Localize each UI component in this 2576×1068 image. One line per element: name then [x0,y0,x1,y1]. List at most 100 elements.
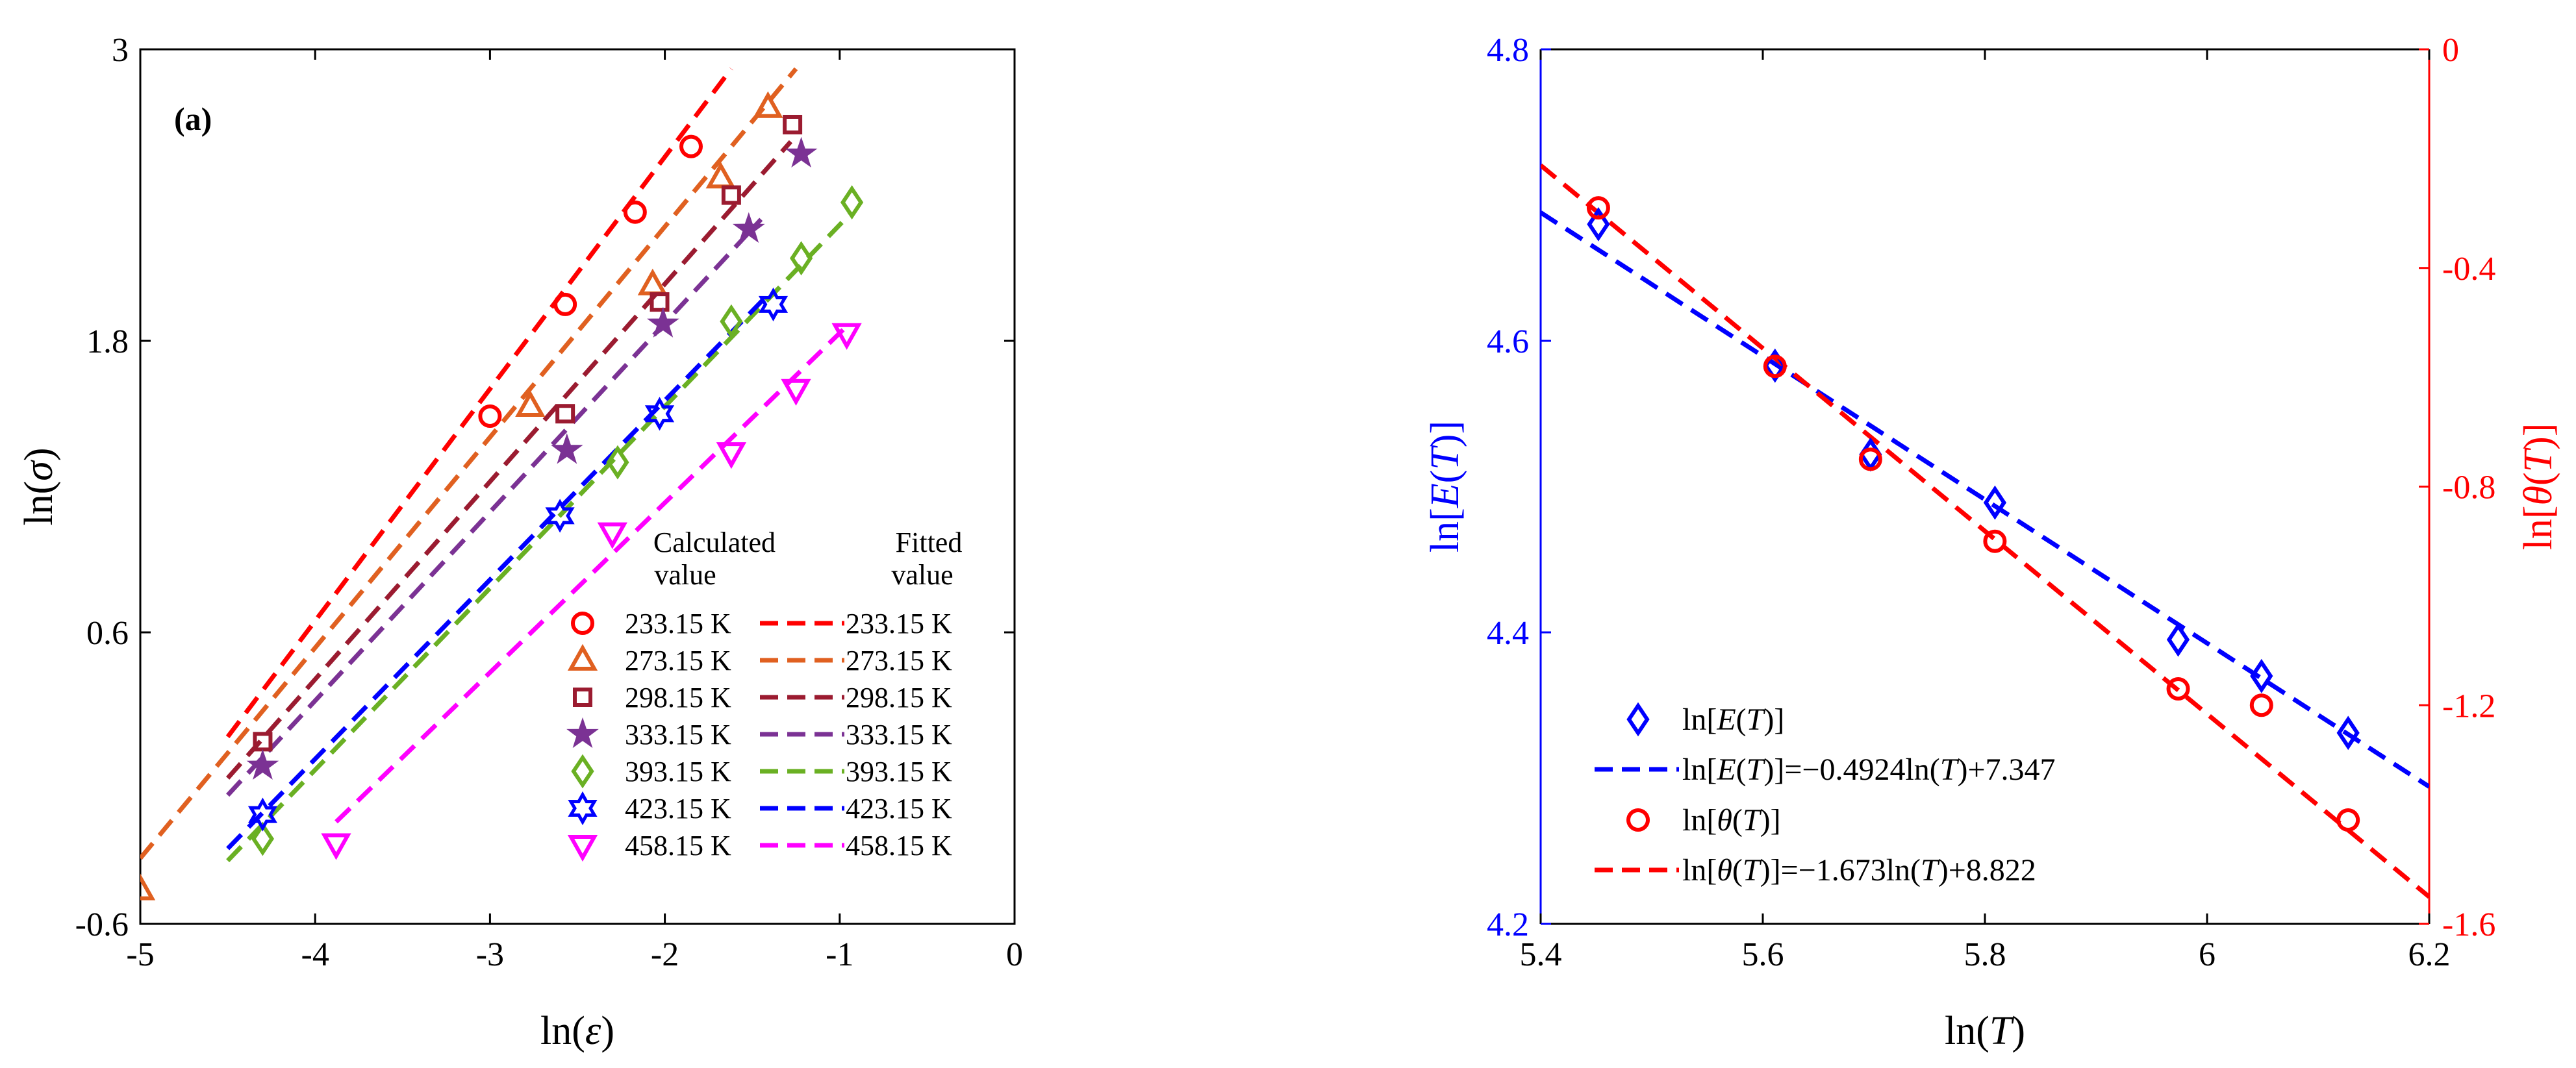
y-tick-label: 0.6 [86,615,129,652]
data-point [721,185,741,205]
x-axis-label: ln(ε) [540,1009,614,1053]
panel-label: (a) [174,101,212,137]
data-point [785,136,818,168]
data-point-E [1983,485,2007,520]
data-point [515,390,546,417]
x-tick-label: 0 [1006,936,1023,973]
legend-label: 333.15 K [625,719,731,751]
data-point [623,200,647,224]
series-group [140,67,864,900]
legend-label: ln[θ(T)] [1682,803,1781,838]
legend-label: 273.15 K [625,645,731,677]
panel-b: 5.4 5.6 5.8 6 6.2 4.2 4.4 4.6 4.8 -1.6 -1.2 -0.8 -0.… [1423,32,2560,1053]
x-axis-label: ln(T) [1945,1009,2025,1053]
legend-label: 333.15 K [846,719,952,751]
legend-marker [573,688,592,707]
x-tick-label: -2 [651,936,679,973]
y-tick-label-right: -1.6 [2442,906,2495,943]
data-point [716,442,747,469]
x-tick-label: 6 [2199,936,2216,973]
legend-label: 298.15 K [846,682,952,714]
data-point [758,287,789,321]
x-tick-label: -1 [826,936,853,973]
y-tick-label: 1.8 [86,323,129,360]
legend-label: 458.15 K [625,830,731,862]
legend-marker [566,717,599,749]
y-axis-label-left: ln[E(T)] [1423,421,1467,553]
legend: ln[E(T)] ln[E(T)]=−0.4924ln(T)+7.347 ln[θ(… [1595,702,2056,888]
data-point [647,306,679,338]
fit-line [225,140,793,780]
y-tick-label-right: -1.2 [2442,688,2495,725]
y-tick-label-right: -0.8 [2442,469,2495,506]
data-point [478,404,502,428]
x-tick-label: -4 [301,936,329,973]
data-point [247,797,278,832]
data-point [732,212,765,243]
data-point [781,379,811,406]
legend-header-fitted: value [891,559,953,591]
legend-label: ln[θ(T)]=−1.673ln(T)+8.822 [1682,853,2036,888]
data-point [753,91,783,118]
data-point-E [2336,715,2360,751]
x-tick-label: 6.2 [2408,936,2451,973]
data-point [650,292,670,312]
legend-header-fitted: Fitted [896,527,963,558]
legend-label: ln[E(T)] [1682,702,1784,737]
fit-line [140,67,798,860]
data-point [705,162,736,189]
legend-label: ln[E(T)]=−0.4924ln(T)+7.347 [1682,752,2056,787]
legend-label: 393.15 K [625,756,731,788]
data-point [551,433,583,464]
data-point [679,134,703,158]
legend-label: 233.15 K [846,608,952,640]
data-point [246,749,279,780]
y-tick-label-left: 4.4 [1487,615,1529,652]
data-point [720,304,743,339]
fit-line-theta [1541,163,2429,899]
panel-a: -5 -4 -3 -2 -1 0 -0.6 0.6 1.8 3 ln(ε) ln(σ) (a) Calcu… [17,32,1023,1053]
legend-label: 458.15 K [846,830,952,862]
legend-marker [571,612,594,635]
y-tick-label-right: 0 [2442,32,2459,69]
data-point-theta [1983,529,2007,553]
series-group [1541,163,2429,899]
legend-marker [1626,702,1650,737]
legend-label: 423.15 K [846,793,952,825]
data-point [321,833,351,860]
data-point [606,445,629,480]
fit-line-E [1541,210,2429,789]
fit-line [226,217,763,797]
y-tick-label: 3 [112,32,129,69]
x-tick-label: 5.8 [1964,936,2006,973]
legend-marker [568,791,598,826]
data-point [840,185,864,220]
data-point [831,323,862,350]
y-tick-label-left: 4.2 [1487,906,1529,943]
data-point-E [2250,658,2273,693]
fit-line [226,293,770,851]
data-point-E [1587,206,1610,242]
data-point-theta [1858,447,1882,471]
data-point-theta [1763,354,1787,379]
data-point [140,873,156,900]
legend-marker [1626,808,1650,832]
x-tick-label: 5.6 [1742,936,1784,973]
legend-header-calculated: value [654,559,716,591]
y-tick-label-left: 4.6 [1487,323,1529,360]
legend-marker [567,835,598,862]
x-tick-label: -3 [476,936,504,973]
legend-header-calculated: Calculated [653,527,776,558]
x-tick-label: -5 [126,936,154,973]
y-axis-label-right: ln[θ(T)] [2516,423,2560,551]
legend-marker [567,643,598,671]
legend-label: 233.15 K [625,608,731,640]
data-point-theta [2249,693,2273,717]
x-tick-label: 5.4 [1520,936,1562,973]
legend-label: 393.15 K [846,756,952,788]
legend-label: 273.15 K [846,645,952,677]
data-point-theta [2336,808,2360,832]
data-point [553,292,577,316]
data-point [251,821,275,856]
